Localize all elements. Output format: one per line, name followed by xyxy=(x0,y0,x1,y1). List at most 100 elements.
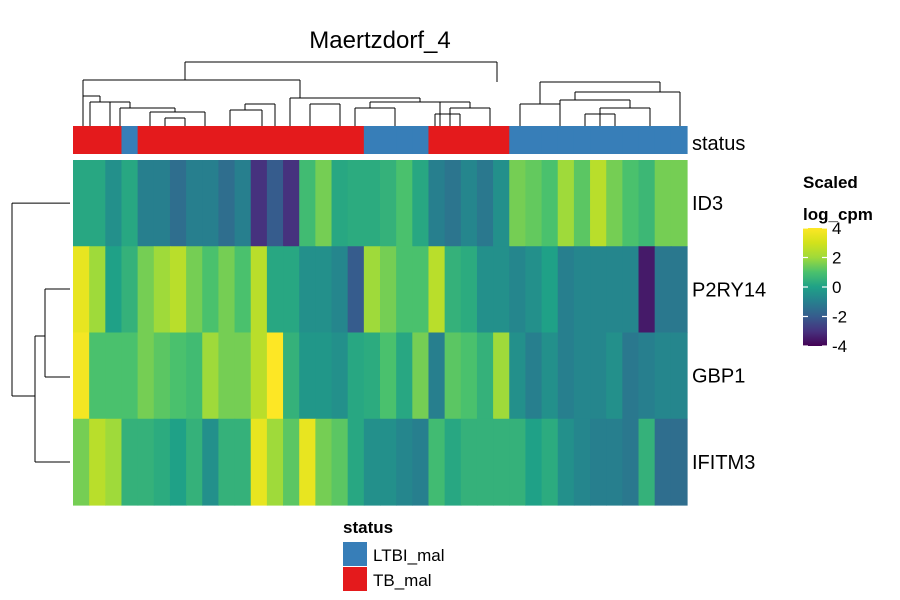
heatmap-cell xyxy=(283,332,300,420)
status-annotation-cell xyxy=(105,126,123,154)
heatmap-cell xyxy=(234,332,252,420)
status-annotation-cell xyxy=(638,126,656,154)
heatmap-cell xyxy=(428,246,446,334)
status-annotation-cell xyxy=(428,126,446,154)
status-annotation-cell xyxy=(622,126,640,154)
heatmap-cell xyxy=(557,160,575,247)
heatmap-cell xyxy=(299,160,316,247)
status-legend-label: LTBI_mal xyxy=(373,546,445,565)
status-legend-label: TB_mal xyxy=(373,571,432,590)
heatmap-cell xyxy=(105,418,123,506)
status-annotation-cell xyxy=(606,126,623,154)
heatmap-cell xyxy=(266,418,284,506)
heatmap-cell xyxy=(509,246,527,334)
colorbar-title-line1: Scaled xyxy=(803,173,858,192)
heatmap-cell xyxy=(186,418,203,506)
status-annotation-cell xyxy=(169,126,187,154)
heatmap-cell xyxy=(541,332,559,420)
heatmap-cell xyxy=(606,332,623,420)
heatmap-cell xyxy=(476,418,494,506)
heatmap-cell xyxy=(137,246,155,334)
heatmap-cell xyxy=(460,160,478,247)
status-annotation-cell xyxy=(250,126,268,154)
heatmap-cell xyxy=(73,246,90,334)
heatmap-cell xyxy=(380,246,397,334)
heatmap-cell xyxy=(654,246,672,334)
status-annotation-cell xyxy=(186,126,203,154)
heatmap-cell xyxy=(573,332,591,420)
heatmap-cell xyxy=(299,418,316,506)
heatmap-cell xyxy=(250,246,268,334)
heatmap-cell xyxy=(169,418,187,506)
heatmap-cell xyxy=(444,246,462,334)
heatmap-cell xyxy=(89,418,106,506)
heatmap-cell xyxy=(202,160,220,247)
heatmap-cell xyxy=(380,160,397,247)
status-annotation-cell xyxy=(266,126,284,154)
heatmap-cell xyxy=(606,160,623,247)
status-annotation-cell xyxy=(121,126,139,154)
heatmap-cell xyxy=(638,160,656,247)
status-annotation-cell xyxy=(299,126,316,154)
heatmap-cell xyxy=(218,332,236,420)
heatmap-cell xyxy=(121,332,139,420)
heatmap-cell xyxy=(331,332,349,420)
status-annotation-cell xyxy=(590,126,607,154)
heatmap-cell xyxy=(428,332,446,420)
heatmap-cell xyxy=(105,246,123,334)
status-annotation-bar xyxy=(73,126,688,154)
heatmap-cell xyxy=(89,246,106,334)
status-annotation-cell xyxy=(315,126,333,154)
heatmap-cell xyxy=(202,246,220,334)
heatmap-cell xyxy=(525,246,543,334)
heatmap-cell xyxy=(622,332,640,420)
status-annotation-cell xyxy=(460,126,478,154)
heatmap-cell xyxy=(606,246,623,334)
heatmap-cell xyxy=(622,160,640,247)
heatmap-cell xyxy=(315,160,333,247)
heatmap-cell xyxy=(622,246,640,334)
heatmap-cell xyxy=(670,160,688,247)
heatmap-cell xyxy=(250,418,268,506)
heatmap-cell xyxy=(493,246,510,334)
heatmap-cell xyxy=(412,246,430,334)
status-annotation-cell xyxy=(476,126,494,154)
status-legend: LTBI_mal TB_mal xyxy=(343,542,445,591)
heatmap-cell xyxy=(476,160,494,247)
heatmap-cell xyxy=(444,418,462,506)
heatmap-cell xyxy=(590,160,607,247)
status-annotation-cell xyxy=(218,126,236,154)
status-annotation-cell xyxy=(557,126,575,154)
heatmap-cell xyxy=(396,418,413,506)
status-annotation-cell xyxy=(493,126,510,154)
heatmap-cell xyxy=(541,246,559,334)
heatmap-cell xyxy=(121,246,139,334)
heatmap-cell xyxy=(315,332,333,420)
status-annotation-cell xyxy=(347,126,365,154)
column-dendrogram xyxy=(82,61,681,126)
heatmap-cell xyxy=(315,246,333,334)
status-annotation-cell xyxy=(396,126,413,154)
heatmap-cell xyxy=(250,332,268,420)
heatmap-cell xyxy=(509,418,527,506)
heatmap-cell xyxy=(380,418,397,506)
status-legend-swatch xyxy=(343,542,367,566)
status-annotation-cell xyxy=(654,126,672,154)
heatmap-cell xyxy=(622,418,640,506)
heatmap-cell xyxy=(670,246,688,334)
heatmap-cell xyxy=(654,332,672,420)
heatmap-cell xyxy=(315,418,333,506)
heatmap-cell xyxy=(218,160,236,247)
heatmap-cell xyxy=(266,160,284,247)
heatmap-cell xyxy=(169,246,187,334)
heatmap-cell xyxy=(347,418,365,506)
heatmap-cell xyxy=(460,332,478,420)
heatmap-cell xyxy=(573,418,591,506)
heatmap-cell xyxy=(557,418,575,506)
heatmap-cell xyxy=(121,160,139,247)
heatmap-cell xyxy=(412,418,430,506)
heatmap-cell xyxy=(89,160,106,247)
heatmap-cell xyxy=(541,160,559,247)
heatmap-cell xyxy=(218,418,236,506)
